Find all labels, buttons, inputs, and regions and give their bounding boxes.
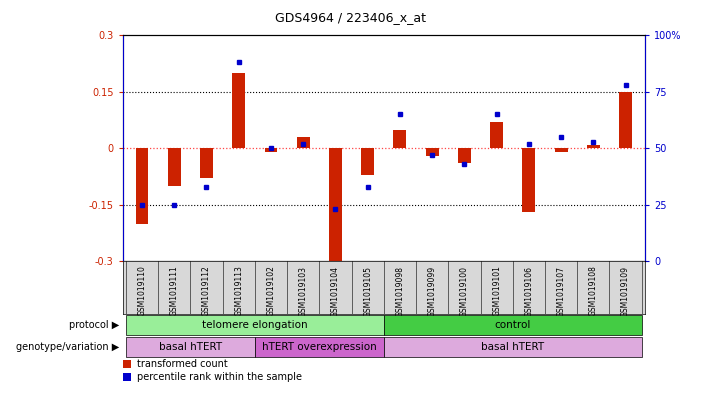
Bar bbox=[384, 337, 641, 356]
Text: percentile rank within the sample: percentile rank within the sample bbox=[137, 372, 301, 382]
Bar bbox=[458, 148, 471, 163]
Text: GSM1019106: GSM1019106 bbox=[524, 266, 533, 317]
Bar bbox=[361, 148, 374, 175]
Text: basal hTERT: basal hTERT bbox=[481, 342, 544, 352]
Text: GSM1019100: GSM1019100 bbox=[460, 266, 469, 317]
Bar bbox=[384, 316, 641, 335]
Text: GSM1019107: GSM1019107 bbox=[557, 266, 566, 317]
Text: GSM1019103: GSM1019103 bbox=[299, 266, 308, 317]
Bar bbox=[619, 92, 632, 148]
Text: GSM1019101: GSM1019101 bbox=[492, 266, 501, 316]
Text: hTERT overexpression: hTERT overexpression bbox=[262, 342, 376, 352]
Bar bbox=[587, 145, 600, 148]
Text: genotype/variation ▶: genotype/variation ▶ bbox=[16, 342, 119, 352]
Text: GSM1019113: GSM1019113 bbox=[234, 266, 243, 316]
Text: GDS4964 / 223406_x_at: GDS4964 / 223406_x_at bbox=[275, 11, 426, 24]
Text: GSM1019104: GSM1019104 bbox=[331, 266, 340, 317]
Text: telomere elongation: telomere elongation bbox=[202, 320, 308, 330]
Bar bbox=[426, 148, 439, 156]
Text: GSM1019108: GSM1019108 bbox=[589, 266, 598, 316]
Bar bbox=[329, 148, 342, 261]
Bar bbox=[168, 148, 181, 186]
Text: control: control bbox=[495, 320, 531, 330]
Text: GSM1019110: GSM1019110 bbox=[137, 266, 147, 316]
Bar bbox=[126, 337, 255, 356]
Text: GSM1019111: GSM1019111 bbox=[170, 266, 179, 316]
Text: GSM1019112: GSM1019112 bbox=[202, 266, 211, 316]
Bar bbox=[297, 137, 310, 148]
Bar bbox=[255, 337, 384, 356]
Bar bbox=[232, 73, 245, 148]
Text: GSM1019109: GSM1019109 bbox=[621, 266, 630, 317]
Bar bbox=[490, 122, 503, 148]
Bar bbox=[554, 148, 568, 152]
Text: GSM1019105: GSM1019105 bbox=[363, 266, 372, 317]
Bar bbox=[264, 148, 278, 152]
Bar bbox=[522, 148, 536, 212]
Bar bbox=[200, 148, 213, 178]
Text: protocol ▶: protocol ▶ bbox=[69, 320, 119, 330]
Bar bbox=[126, 316, 384, 335]
Bar bbox=[135, 148, 149, 224]
Text: basal hTERT: basal hTERT bbox=[159, 342, 222, 352]
Bar bbox=[393, 130, 407, 148]
Text: GSM1019098: GSM1019098 bbox=[395, 266, 404, 317]
Text: transformed count: transformed count bbox=[137, 359, 227, 369]
Text: GSM1019099: GSM1019099 bbox=[428, 266, 437, 317]
Text: GSM1019102: GSM1019102 bbox=[266, 266, 275, 316]
